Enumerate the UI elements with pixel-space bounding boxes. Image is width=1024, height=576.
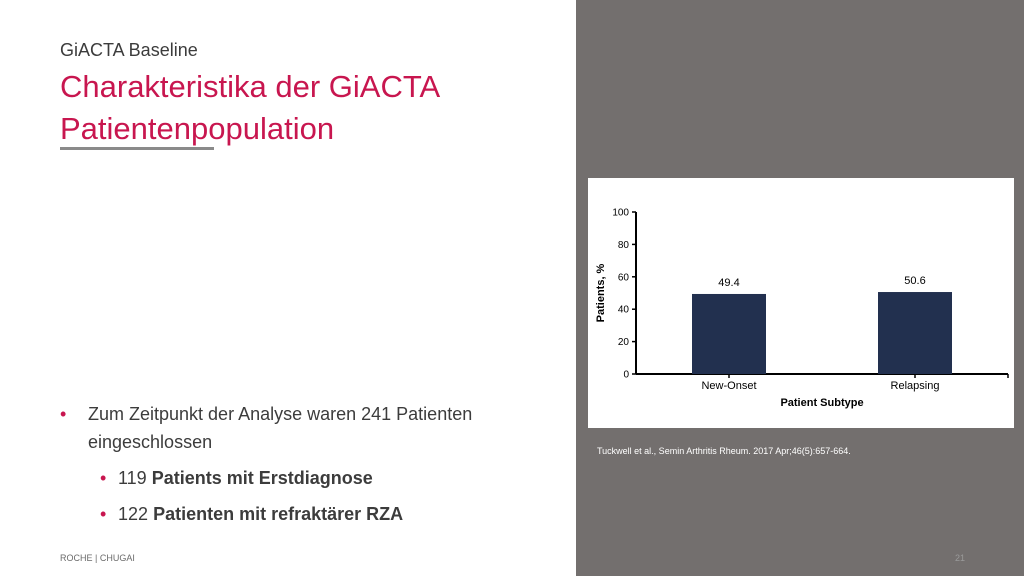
bullet-sub-2: • 122 Patienten mit refraktärer RZA xyxy=(100,500,560,528)
page-number: 21 xyxy=(955,553,966,563)
y-tick-label: 80 xyxy=(618,240,630,251)
y-tick-label: 40 xyxy=(618,305,630,316)
slide-title: Charakteristika der GiACTA Patientenpopu… xyxy=(60,66,560,150)
bar xyxy=(878,292,952,374)
bar-value-label: 49.4 xyxy=(718,277,739,289)
bar-value-label: 50.6 xyxy=(904,275,925,287)
bullet-dot: • xyxy=(60,404,67,424)
bullet-sub-1-text: Patients mit Erstdiagnose xyxy=(151,468,373,488)
bar xyxy=(692,293,766,374)
y-tick-label: 0 xyxy=(623,370,629,381)
bullet-main-text: Zum Zeitpunkt der Analyse waren 241 Pati… xyxy=(88,404,473,452)
slide-subtitle: GiACTA Baseline xyxy=(60,40,198,60)
slide-title-line1: Charakteristika der GiACTA xyxy=(60,69,441,104)
bullet-sub-2-number: 122 xyxy=(118,504,149,524)
citation: Tuckwell et al., Semin Arthritis Rheum. … xyxy=(597,446,851,456)
bullet-dot: • xyxy=(100,504,107,524)
bullet-sub-1-number: 119 xyxy=(118,468,147,488)
bar-chart: 0 20 40 60 80 100 Patients, % 49.4 New-Onset 50.6… xyxy=(595,208,1009,409)
x-tick-label: New-Onset xyxy=(701,380,756,392)
bullet-dot: • xyxy=(100,468,107,488)
footer-brand: ROCHE | CHUGAI xyxy=(60,553,135,563)
y-axis-label: Patients, % xyxy=(595,263,607,322)
x-axis-label: Patient Subtype xyxy=(780,397,863,409)
content-area: GiACTA Baseline Charakteristika der GiAC… xyxy=(60,40,560,563)
x-tick-label: Relapsing xyxy=(891,380,940,392)
y-tick-label: 60 xyxy=(618,272,630,283)
bullet-sub-1: • 119 Patients mit Erstdiagnose xyxy=(100,464,560,492)
bullet-list: • Zum Zeitpunkt der Analyse waren 241 Pa… xyxy=(60,400,560,528)
title-underline xyxy=(60,147,214,150)
bullet-main: • Zum Zeitpunkt der Analyse waren 241 Pa… xyxy=(60,400,560,456)
chart-container: 0 20 40 60 80 100 Patients, % 49.4 New-Onset 50.6… xyxy=(588,178,1014,428)
bullet-sub-2-text: Patienten mit refraktärer RZA xyxy=(153,504,404,524)
slide-title-line2: Patientenpopulation xyxy=(60,111,335,146)
y-tick-label: 100 xyxy=(612,208,629,219)
y-tick-label: 20 xyxy=(618,337,630,348)
